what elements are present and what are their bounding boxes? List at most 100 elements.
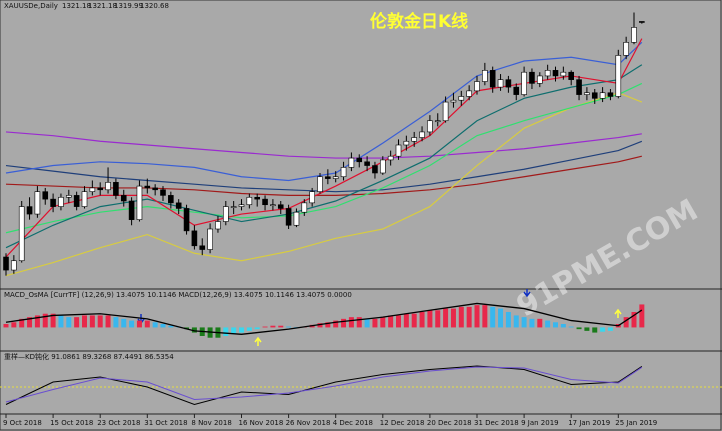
candle-body [285, 208, 292, 226]
candle-body [120, 195, 127, 202]
macd-bar [19, 318, 25, 328]
candle-body [458, 96, 465, 101]
candle-body [505, 79, 512, 88]
macd-bar [239, 327, 244, 333]
indicator-line [5, 82, 643, 234]
macd-bar [317, 323, 323, 328]
macd-bar [191, 327, 197, 333]
macd-bar [152, 322, 158, 328]
macd-bar [136, 320, 142, 328]
candle-body [411, 137, 418, 142]
header-price: 1319.99 [114, 2, 143, 10]
candle-body [97, 187, 103, 191]
candle-body [474, 81, 480, 92]
candle-body [42, 191, 49, 200]
candle-body [215, 221, 221, 230]
candle-body [623, 42, 629, 56]
macd-bar [97, 315, 103, 328]
candle-body [191, 230, 198, 247]
x-tick-label: 31 Dec 2018 [474, 419, 519, 427]
candle-body [497, 79, 504, 88]
candle-body [529, 71, 535, 84]
macd-bar [121, 318, 127, 328]
macd-bar [435, 310, 441, 328]
macd-bar [246, 327, 252, 331]
signal-arrow [254, 336, 262, 346]
candle-body [450, 99, 457, 103]
macd-bar [66, 317, 72, 328]
macd-bar [482, 305, 488, 328]
macd-bar [474, 305, 480, 328]
candle-body [442, 101, 449, 122]
candle-body [144, 185, 151, 189]
candle-body [631, 27, 637, 43]
macd-bar [592, 327, 598, 333]
candle-body [552, 70, 559, 77]
macd-bar [490, 306, 496, 328]
macd-bar [34, 315, 40, 328]
candle-body [223, 206, 229, 222]
candle-body [26, 206, 33, 215]
macd-bar [50, 313, 56, 328]
macd-bar [372, 318, 378, 328]
header-price: 1320.68 [140, 2, 169, 10]
candle-body [434, 120, 441, 123]
candle-body [482, 70, 488, 82]
candle-body [466, 90, 472, 97]
candle-body [18, 206, 25, 262]
candle-body [262, 198, 268, 206]
candle-body [340, 167, 347, 178]
candle-body [73, 195, 80, 207]
candle-body [89, 187, 96, 192]
macd-bar [333, 320, 339, 328]
macd-bar [286, 326, 292, 328]
candle-body [576, 79, 582, 95]
candle-body [34, 191, 41, 215]
candle-body [11, 260, 17, 271]
candle-body [3, 256, 9, 271]
candle-body [521, 71, 527, 95]
x-tick-label: 17 Jan 2019 [568, 419, 610, 427]
macd-bar [427, 310, 433, 328]
macd-bar [11, 322, 17, 328]
indicator-line [5, 140, 643, 193]
indicator-line [5, 131, 642, 159]
macd-label: MACD_OsMA [CurrTF] (12,26,9) 13.4075 10.… [4, 291, 352, 299]
candle-body [356, 157, 363, 163]
macd-bar [529, 318, 535, 328]
candle-body [513, 86, 520, 95]
macd-bar [466, 306, 472, 328]
macd-bar [129, 320, 135, 328]
candle-body [113, 182, 119, 196]
candle-body [379, 159, 386, 174]
indicator-line [5, 365, 643, 406]
macd-bar [639, 304, 645, 328]
macd-bar [27, 317, 33, 328]
macd-bar [356, 317, 362, 328]
indicator-line [5, 302, 643, 335]
macd-bar [74, 317, 80, 328]
candle-body [152, 187, 158, 191]
x-tick-label: 16 Nov 2018 [239, 419, 284, 427]
macd-bar [270, 325, 276, 328]
kd-label: 重样—KD钝化 91.0861 89.3268 87.4491 86.5354 [4, 352, 174, 361]
candle-body [270, 204, 276, 207]
macd-bar [262, 326, 268, 328]
candle-body [50, 198, 56, 207]
candle-body [183, 208, 190, 232]
candle-body [105, 182, 111, 191]
symbol-label: XAUUSDe,Daily [4, 2, 58, 10]
candle-body [309, 191, 315, 204]
macd-bar [450, 308, 456, 328]
macd-bar [223, 327, 229, 336]
macd-bar [348, 317, 354, 328]
x-tick-label: 20 Dec 2018 [427, 419, 472, 427]
x-tick-label: 26 Nov 2018 [286, 419, 331, 427]
x-tick-label: 9 Oct 2018 [3, 419, 42, 427]
candle-body [403, 140, 410, 146]
candle-body [387, 155, 394, 161]
candle-body [238, 204, 245, 207]
candle-body [301, 202, 308, 213]
